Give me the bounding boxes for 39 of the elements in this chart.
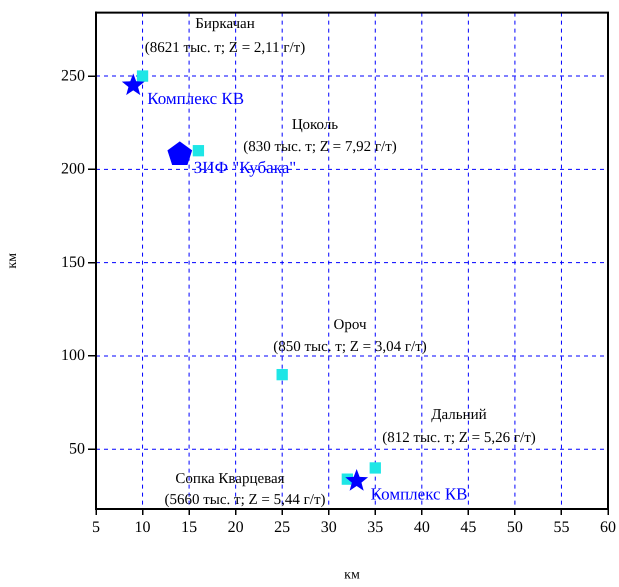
x-tick-label: 25 bbox=[274, 518, 290, 536]
x-tick-label: 35 bbox=[367, 518, 384, 536]
annotation: Биркачан bbox=[195, 16, 255, 32]
annotation: (830 тыс. т; Z = 7,92 г/т) bbox=[243, 138, 397, 155]
x-tick-label: 20 bbox=[228, 518, 244, 536]
series-label: ЗИФ "Кубака" bbox=[194, 158, 296, 177]
y-axis-title: км bbox=[5, 252, 20, 269]
point bbox=[345, 469, 368, 491]
annotation: Дальний bbox=[431, 406, 487, 423]
point bbox=[192, 145, 204, 156]
annotation: (8621 тыс. т; Z = 2,11 г/т) bbox=[144, 40, 306, 56]
annotation: (850 тыс. т; Z = 3,04 г/т) bbox=[273, 338, 427, 355]
y-tick-label: 200 bbox=[61, 160, 85, 178]
annotation: (5660 тыс. т; Z = 5,44 г/т) bbox=[164, 492, 326, 508]
x-tick-label: 5 bbox=[92, 518, 100, 536]
x-tick-label: 15 bbox=[181, 518, 198, 536]
annotation: Цоколь bbox=[292, 116, 338, 133]
annotation: Ороч bbox=[334, 316, 367, 333]
x-tick-label: 40 bbox=[414, 518, 430, 536]
y-tick-label: 150 bbox=[61, 254, 85, 271]
x-tick-label: 60 bbox=[600, 518, 616, 536]
point bbox=[136, 70, 148, 82]
point bbox=[167, 141, 192, 165]
x-tick-label: 55 bbox=[553, 518, 570, 536]
annotation: (812 тыс. т; Z = 5,26 г/т) bbox=[382, 430, 536, 446]
x-tick-label: 30 bbox=[320, 518, 337, 536]
point bbox=[122, 73, 145, 96]
y-tick-label: 50 bbox=[69, 440, 85, 458]
series-label: Комплекс КВ bbox=[147, 88, 244, 108]
point bbox=[370, 462, 381, 474]
x-axis-title: км bbox=[344, 567, 360, 582]
series-label: Комплекс КВ bbox=[370, 484, 468, 504]
y-tick-label: 250 bbox=[61, 67, 85, 84]
annotation: Сопка Кварцевая bbox=[175, 470, 285, 487]
x-tick-label: 10 bbox=[134, 518, 151, 536]
x-tick-label: 50 bbox=[506, 518, 523, 536]
y-tick-label: 100 bbox=[61, 347, 85, 364]
point bbox=[276, 368, 288, 380]
x-tick-label: 45 bbox=[460, 518, 476, 536]
